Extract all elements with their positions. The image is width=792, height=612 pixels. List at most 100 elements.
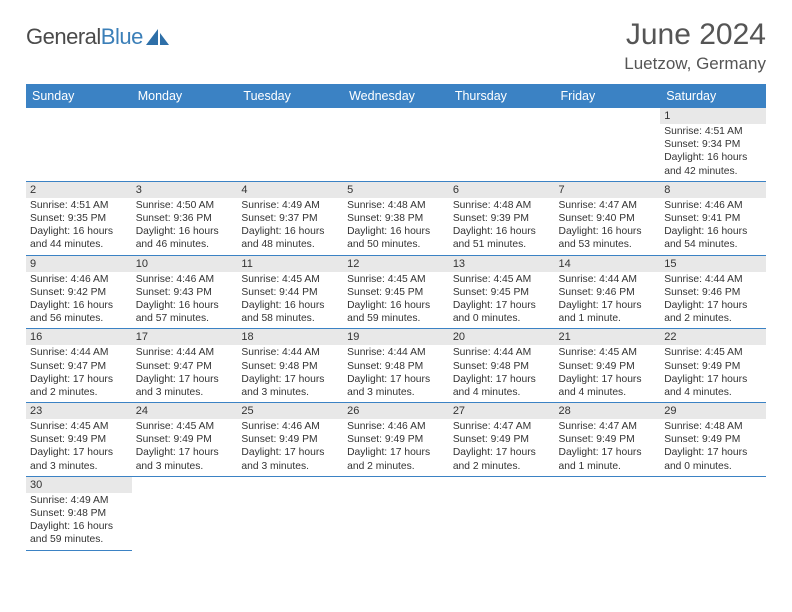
- day-number: 20: [449, 329, 555, 345]
- daylight-text: Daylight: 16 hours and 58 minutes.: [241, 299, 339, 325]
- day-details: Sunrise: 4:44 AMSunset: 9:48 PMDaylight:…: [237, 345, 343, 402]
- day-details: Sunrise: 4:45 AMSunset: 9:49 PMDaylight:…: [660, 345, 766, 402]
- day-details: Sunrise: 4:47 AMSunset: 9:49 PMDaylight:…: [555, 419, 661, 476]
- daylight-text: Daylight: 17 hours and 2 minutes.: [30, 373, 128, 399]
- sunset-text: Sunset: 9:47 PM: [136, 360, 234, 373]
- sunrise-text: Sunrise: 4:45 AM: [453, 273, 551, 286]
- day-number: 22: [660, 329, 766, 345]
- logo: GeneralBlue: [26, 18, 171, 50]
- sunset-text: Sunset: 9:48 PM: [241, 360, 339, 373]
- daylight-text: Daylight: 17 hours and 3 minutes.: [241, 373, 339, 399]
- day-number: 13: [449, 256, 555, 272]
- day-details: Sunrise: 4:49 AMSunset: 9:48 PMDaylight:…: [26, 493, 132, 550]
- day-number: 17: [132, 329, 238, 345]
- calendar-cell: [343, 108, 449, 181]
- calendar-cell: [26, 108, 132, 181]
- day-number: 19: [343, 329, 449, 345]
- calendar-week-row: 2Sunrise: 4:51 AMSunset: 9:35 PMDaylight…: [26, 181, 766, 255]
- sunset-text: Sunset: 9:49 PM: [664, 360, 762, 373]
- calendar-cell: 17Sunrise: 4:44 AMSunset: 9:47 PMDayligh…: [132, 329, 238, 403]
- sunset-text: Sunset: 9:49 PM: [241, 433, 339, 446]
- daylight-text: Daylight: 17 hours and 3 minutes.: [136, 373, 234, 399]
- day-details: Sunrise: 4:51 AMSunset: 9:34 PMDaylight:…: [660, 124, 766, 181]
- sunrise-text: Sunrise: 4:44 AM: [559, 273, 657, 286]
- sunrise-text: Sunrise: 4:45 AM: [559, 346, 657, 359]
- day-details: Sunrise: 4:45 AMSunset: 9:44 PMDaylight:…: [237, 272, 343, 329]
- calendar-cell: 22Sunrise: 4:45 AMSunset: 9:49 PMDayligh…: [660, 329, 766, 403]
- day-number: 5: [343, 182, 449, 198]
- day-details: Sunrise: 4:46 AMSunset: 9:42 PMDaylight:…: [26, 272, 132, 329]
- daylight-text: Daylight: 16 hours and 50 minutes.: [347, 225, 445, 251]
- sunrise-text: Sunrise: 4:49 AM: [30, 494, 128, 507]
- day-details: Sunrise: 4:46 AMSunset: 9:49 PMDaylight:…: [343, 419, 449, 476]
- sunrise-text: Sunrise: 4:46 AM: [664, 199, 762, 212]
- sunrise-text: Sunrise: 4:44 AM: [453, 346, 551, 359]
- calendar-body: 1Sunrise: 4:51 AMSunset: 9:34 PMDaylight…: [26, 108, 766, 550]
- day-details: Sunrise: 4:44 AMSunset: 9:46 PMDaylight:…: [660, 272, 766, 329]
- day-number: 15: [660, 256, 766, 272]
- calendar-cell: 1Sunrise: 4:51 AMSunset: 9:34 PMDaylight…: [660, 108, 766, 181]
- day-number: 16: [26, 329, 132, 345]
- day-details: Sunrise: 4:48 AMSunset: 9:39 PMDaylight:…: [449, 198, 555, 255]
- sunset-text: Sunset: 9:41 PM: [664, 212, 762, 225]
- day-number: 7: [555, 182, 661, 198]
- day-number: 1: [660, 108, 766, 124]
- calendar-table: SundayMondayTuesdayWednesdayThursdayFrid…: [26, 84, 766, 551]
- sunset-text: Sunset: 9:42 PM: [30, 286, 128, 299]
- day-number: 29: [660, 403, 766, 419]
- logo-sail-icon: [145, 27, 171, 47]
- sunrise-text: Sunrise: 4:51 AM: [664, 125, 762, 138]
- sunset-text: Sunset: 9:40 PM: [559, 212, 657, 225]
- day-number: 2: [26, 182, 132, 198]
- calendar-cell: 10Sunrise: 4:46 AMSunset: 9:43 PMDayligh…: [132, 255, 238, 329]
- daylight-text: Daylight: 17 hours and 4 minutes.: [559, 373, 657, 399]
- calendar-cell: [343, 476, 449, 550]
- sunset-text: Sunset: 9:49 PM: [559, 433, 657, 446]
- daylight-text: Daylight: 16 hours and 42 minutes.: [664, 151, 762, 177]
- day-details: Sunrise: 4:44 AMSunset: 9:48 PMDaylight:…: [449, 345, 555, 402]
- day-details: Sunrise: 4:45 AMSunset: 9:49 PMDaylight:…: [26, 419, 132, 476]
- calendar-cell: 14Sunrise: 4:44 AMSunset: 9:46 PMDayligh…: [555, 255, 661, 329]
- calendar-cell: 13Sunrise: 4:45 AMSunset: 9:45 PMDayligh…: [449, 255, 555, 329]
- weekday-header: Tuesday: [237, 84, 343, 108]
- sunset-text: Sunset: 9:46 PM: [664, 286, 762, 299]
- sunset-text: Sunset: 9:35 PM: [30, 212, 128, 225]
- daylight-text: Daylight: 17 hours and 4 minutes.: [453, 373, 551, 399]
- weekday-header: Wednesday: [343, 84, 449, 108]
- page-title: June 2024: [624, 18, 766, 52]
- calendar-cell: 2Sunrise: 4:51 AMSunset: 9:35 PMDaylight…: [26, 181, 132, 255]
- daylight-text: Daylight: 16 hours and 53 minutes.: [559, 225, 657, 251]
- daylight-text: Daylight: 17 hours and 1 minute.: [559, 299, 657, 325]
- day-details: Sunrise: 4:46 AMSunset: 9:49 PMDaylight:…: [237, 419, 343, 476]
- sunrise-text: Sunrise: 4:48 AM: [453, 199, 551, 212]
- sunset-text: Sunset: 9:44 PM: [241, 286, 339, 299]
- calendar-week-row: 9Sunrise: 4:46 AMSunset: 9:42 PMDaylight…: [26, 255, 766, 329]
- calendar-week-row: 23Sunrise: 4:45 AMSunset: 9:49 PMDayligh…: [26, 403, 766, 477]
- day-number: 26: [343, 403, 449, 419]
- daylight-text: Daylight: 17 hours and 0 minutes.: [664, 446, 762, 472]
- logo-text: GeneralBlue: [26, 24, 143, 50]
- sunrise-text: Sunrise: 4:47 AM: [559, 199, 657, 212]
- day-number: 27: [449, 403, 555, 419]
- day-details: Sunrise: 4:51 AMSunset: 9:35 PMDaylight:…: [26, 198, 132, 255]
- daylight-text: Daylight: 17 hours and 0 minutes.: [453, 299, 551, 325]
- sunrise-text: Sunrise: 4:45 AM: [347, 273, 445, 286]
- daylight-text: Daylight: 16 hours and 51 minutes.: [453, 225, 551, 251]
- sunrise-text: Sunrise: 4:45 AM: [241, 273, 339, 286]
- calendar-cell: 16Sunrise: 4:44 AMSunset: 9:47 PMDayligh…: [26, 329, 132, 403]
- day-details: Sunrise: 4:47 AMSunset: 9:40 PMDaylight:…: [555, 198, 661, 255]
- daylight-text: Daylight: 17 hours and 2 minutes.: [347, 446, 445, 472]
- sunset-text: Sunset: 9:49 PM: [30, 433, 128, 446]
- day-details: Sunrise: 4:47 AMSunset: 9:49 PMDaylight:…: [449, 419, 555, 476]
- day-number: 3: [132, 182, 238, 198]
- sunrise-text: Sunrise: 4:46 AM: [347, 420, 445, 433]
- calendar-cell: 18Sunrise: 4:44 AMSunset: 9:48 PMDayligh…: [237, 329, 343, 403]
- calendar-cell: [132, 476, 238, 550]
- sunset-text: Sunset: 9:49 PM: [347, 433, 445, 446]
- daylight-text: Daylight: 17 hours and 3 minutes.: [241, 446, 339, 472]
- day-details: Sunrise: 4:48 AMSunset: 9:49 PMDaylight:…: [660, 419, 766, 476]
- calendar-cell: [449, 108, 555, 181]
- day-number: 12: [343, 256, 449, 272]
- calendar-cell: 4Sunrise: 4:49 AMSunset: 9:37 PMDaylight…: [237, 181, 343, 255]
- calendar-cell: 24Sunrise: 4:45 AMSunset: 9:49 PMDayligh…: [132, 403, 238, 477]
